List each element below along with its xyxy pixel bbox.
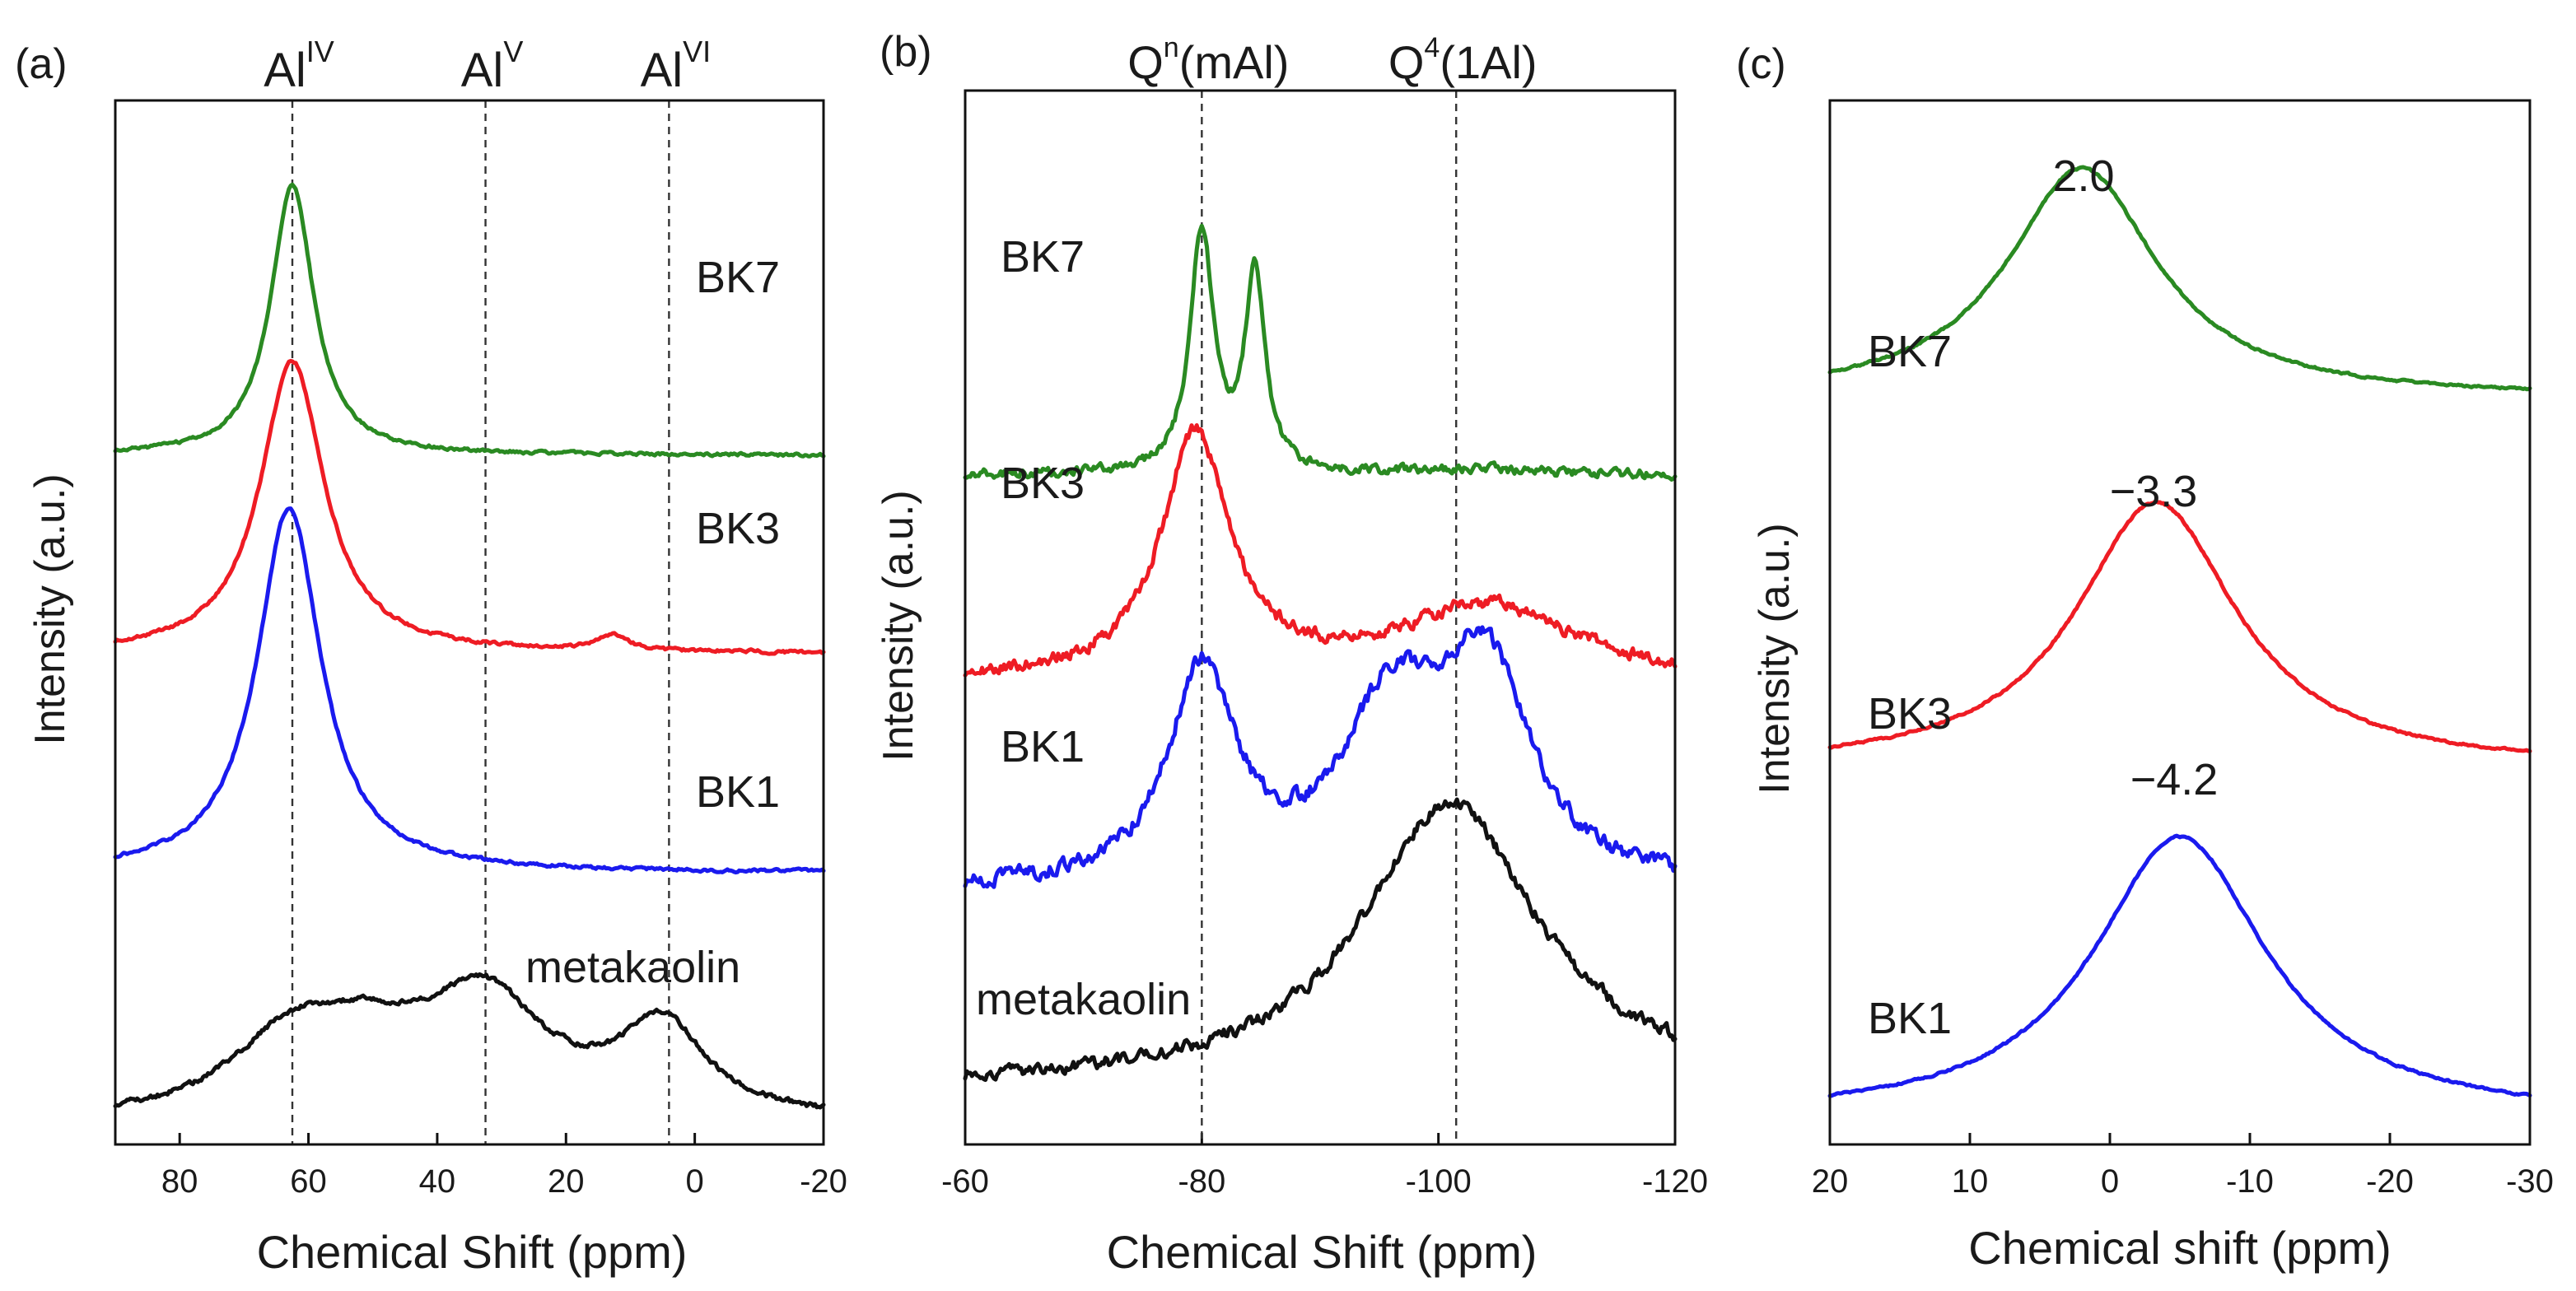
spectra-c <box>1827 165 2532 1098</box>
x-axis-a: 80 60 40 20 0 -20 <box>161 1133 847 1200</box>
x-tick-label-80: -80 <box>1178 1163 1225 1200</box>
ylabel-b: Intensity (a.u.) <box>875 490 922 761</box>
trace-bk7-c <box>1827 165 2532 392</box>
series-label-bk1-b: BK1 <box>1001 722 1085 771</box>
trace-bk3-a <box>113 358 826 656</box>
trace-bk3-c <box>1827 499 2532 753</box>
trace-bk1-b <box>963 625 1678 889</box>
trace-bk7-a <box>113 182 826 459</box>
x-tick-label-10: -10 <box>2226 1163 2274 1200</box>
trace-bk1-c <box>1827 833 2532 1098</box>
site-labels-a: AlIV AlV AlVI <box>264 35 711 97</box>
plot-frame-a <box>114 99 825 1146</box>
series-label-bk1-c: BK1 <box>1868 994 1952 1043</box>
x-tick-label-100: -100 <box>1406 1163 1472 1200</box>
trace-metakaolin-a <box>113 972 826 1110</box>
ref-label-al-vi: AlVI <box>641 35 712 97</box>
x-tick-label-60: -60 <box>941 1163 989 1200</box>
trace-metakaolin-b <box>963 797 1678 1083</box>
ref-label-al-v: AlV <box>461 35 524 97</box>
series-label-bk7-b: BK7 <box>1001 232 1085 282</box>
ref-label-al-iv: AlIV <box>264 35 334 97</box>
panel-label-a: (a) <box>15 40 68 88</box>
panel-a: (a) Intensity (a.u.) Chemical Shift (ppm… <box>15 35 847 1278</box>
x-tick-label-80: 80 <box>161 1163 198 1200</box>
reference-lines-b <box>1201 91 1458 1144</box>
trace-bk7-b <box>963 223 1678 482</box>
plot-frame-c <box>1828 99 2532 1146</box>
trace-bk3-b <box>963 423 1678 678</box>
x-tick-label-20: 20 <box>548 1163 585 1200</box>
peak-label-bk3-c: −3.3 <box>2110 467 2198 516</box>
x-axis-b: -60 -80 -100 -120 <box>941 1133 1708 1200</box>
panel-c: (c) Intensity (a.u.) Chemical shift (ppm… <box>1736 40 2554 1274</box>
x-tick-label-0: 0 <box>686 1163 704 1200</box>
xlabel-b: Chemical Shift (ppm) <box>1107 1226 1538 1278</box>
ref-label-qn: Qn(mAl) <box>1127 32 1289 88</box>
x-tick-label-10: 10 <box>1952 1163 1989 1200</box>
x-tick-label-40: 40 <box>419 1163 456 1200</box>
panel-b: (b) Intensity (a.u.) Chemical Shift (ppm… <box>875 28 1708 1278</box>
ylabel-c: Intensity (a.u.) <box>1751 523 1799 794</box>
ref-label-q4: Q4(1Al) <box>1388 32 1538 88</box>
series-label-bk1-a: BK1 <box>696 767 780 817</box>
panel-label-c: (c) <box>1736 40 1786 88</box>
peak-label-bk7-c: 2.0 <box>2052 151 2114 201</box>
series-label-metakaolin-a: metakaolin <box>525 943 740 992</box>
plot-frame-b <box>964 89 1677 1146</box>
xlabel-a: Chemical Shift (ppm) <box>257 1226 688 1278</box>
series-label-bk7-a: BK7 <box>696 253 780 302</box>
trace-bk1-a <box>113 506 826 875</box>
x-tick-label-120: -120 <box>1642 1163 1708 1200</box>
site-labels-b: Qn(mAl) Q4(1Al) <box>1127 32 1537 88</box>
peak-label-bk1-c: −4.2 <box>2130 755 2219 804</box>
spectra-b <box>963 223 1678 1083</box>
series-label-bk3-b: BK3 <box>1001 459 1085 508</box>
series-label-bk7-c: BK7 <box>1868 327 1952 376</box>
series-label-bk3-a: BK3 <box>696 504 780 553</box>
xlabel-c: Chemical shift (ppm) <box>1968 1222 2391 1274</box>
series-label-bk3-c: BK3 <box>1868 689 1952 739</box>
x-tick-label-0: 0 <box>2101 1163 2119 1200</box>
x-tick-label-20: 20 <box>1812 1163 1849 1200</box>
ylabel-a: Intensity (a.u.) <box>26 473 74 744</box>
x-tick-label-20: -20 <box>800 1163 847 1200</box>
spectra-a <box>113 182 826 1110</box>
x-tick-label-60: 60 <box>290 1163 327 1200</box>
x-tick-label-30: -30 <box>2506 1163 2554 1200</box>
x-tick-label-20: -20 <box>2366 1163 2414 1200</box>
panel-label-b: (b) <box>880 28 932 76</box>
reference-lines-a <box>291 100 670 1144</box>
series-label-metakaolin-b: metakaolin <box>976 975 1191 1024</box>
